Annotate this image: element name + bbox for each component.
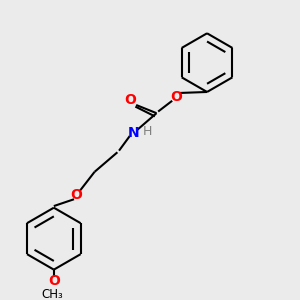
Text: CH₃: CH₃ <box>41 288 63 300</box>
Text: O: O <box>48 274 60 288</box>
Text: O: O <box>124 93 136 107</box>
Text: O: O <box>170 90 182 104</box>
Text: H: H <box>143 124 152 138</box>
Text: O: O <box>71 188 82 202</box>
Text: N: N <box>128 126 140 140</box>
